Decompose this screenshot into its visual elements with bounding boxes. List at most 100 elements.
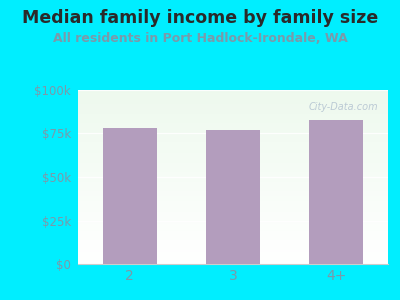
Bar: [78, 123, 388, 125]
Bar: [78, 238, 388, 240]
Bar: [310, 120, 363, 264]
Text: Median family income by family size: Median family income by family size: [22, 9, 378, 27]
Bar: [78, 111, 388, 112]
Bar: [78, 208, 388, 210]
Bar: [78, 194, 388, 196]
Bar: [78, 191, 388, 193]
Bar: [78, 92, 388, 94]
Bar: [78, 257, 388, 259]
Bar: [78, 193, 388, 194]
Bar: [78, 97, 388, 99]
Bar: [78, 125, 388, 127]
Bar: [78, 158, 388, 160]
Bar: [78, 114, 388, 116]
Bar: [78, 217, 388, 219]
Bar: [78, 207, 388, 208]
Bar: [78, 165, 388, 167]
Bar: [78, 177, 388, 179]
Bar: [78, 154, 388, 156]
Bar: [78, 146, 388, 147]
Bar: [78, 205, 388, 207]
Bar: [78, 262, 388, 264]
Bar: [78, 90, 388, 92]
Bar: [78, 99, 388, 100]
Bar: [78, 170, 388, 172]
Bar: [78, 106, 388, 107]
Bar: [78, 153, 388, 154]
Bar: [78, 212, 388, 214]
Bar: [78, 139, 388, 140]
Bar: [78, 201, 388, 203]
Bar: [78, 173, 388, 175]
Bar: [78, 163, 388, 165]
Text: City-Data.com: City-Data.com: [309, 102, 379, 112]
Bar: [78, 112, 388, 114]
Bar: [78, 95, 388, 97]
Bar: [78, 243, 388, 245]
Bar: [78, 100, 388, 102]
Bar: [78, 242, 388, 243]
Bar: [78, 161, 388, 163]
Bar: [78, 151, 388, 153]
Bar: [78, 198, 388, 200]
Bar: [78, 172, 388, 173]
Bar: [78, 121, 388, 123]
Bar: [78, 147, 388, 149]
Bar: [78, 259, 388, 260]
Bar: [78, 203, 388, 205]
Bar: [78, 109, 388, 111]
Bar: [78, 142, 388, 144]
Bar: [78, 219, 388, 220]
Bar: [78, 156, 388, 158]
Bar: [78, 186, 388, 188]
Bar: [78, 179, 388, 181]
Bar: [78, 168, 388, 170]
Bar: [78, 210, 388, 212]
Bar: [78, 231, 388, 233]
Bar: [78, 252, 388, 254]
Bar: [78, 240, 388, 242]
Bar: [78, 255, 388, 257]
Bar: [206, 130, 260, 264]
Bar: [78, 137, 388, 139]
Bar: [78, 254, 388, 255]
Bar: [78, 181, 388, 182]
Bar: [78, 144, 388, 146]
Bar: [78, 250, 388, 252]
Bar: [78, 128, 388, 130]
Bar: [78, 260, 388, 262]
Bar: [78, 175, 388, 177]
Bar: [78, 120, 388, 121]
Bar: [78, 104, 388, 106]
Bar: [78, 196, 388, 198]
Bar: [78, 135, 388, 137]
Bar: [78, 200, 388, 201]
Bar: [78, 233, 388, 234]
Bar: [78, 236, 388, 238]
Bar: [78, 149, 388, 151]
Bar: [78, 248, 388, 250]
Bar: [78, 94, 388, 95]
Bar: [78, 134, 388, 135]
Bar: [78, 130, 388, 132]
Bar: [103, 128, 156, 264]
Bar: [78, 188, 388, 189]
Bar: [78, 182, 388, 184]
Bar: [78, 229, 388, 231]
Bar: [78, 116, 388, 118]
Bar: [78, 247, 388, 248]
Text: All residents in Port Hadlock-Irondale, WA: All residents in Port Hadlock-Irondale, …: [53, 32, 347, 44]
Bar: [78, 226, 388, 227]
Bar: [78, 222, 388, 224]
Bar: [78, 160, 388, 161]
Bar: [78, 127, 388, 128]
Bar: [78, 224, 388, 226]
Bar: [78, 220, 388, 222]
Bar: [78, 107, 388, 109]
Bar: [78, 189, 388, 191]
Bar: [78, 214, 388, 215]
Bar: [78, 140, 388, 142]
Bar: [78, 132, 388, 134]
Bar: [78, 102, 388, 104]
Bar: [78, 227, 388, 229]
